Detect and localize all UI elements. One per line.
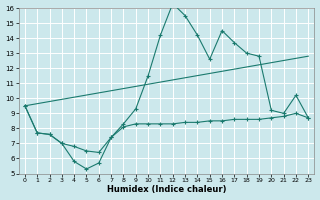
X-axis label: Humidex (Indice chaleur): Humidex (Indice chaleur): [107, 185, 226, 194]
